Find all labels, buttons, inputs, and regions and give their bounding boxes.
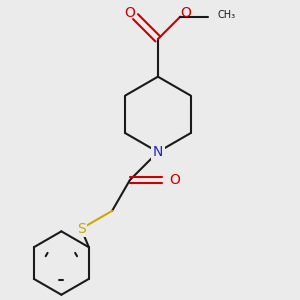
Text: O: O [169, 173, 180, 187]
Text: O: O [180, 6, 191, 20]
Text: N: N [153, 145, 163, 159]
Text: O: O [124, 6, 135, 20]
Text: S: S [77, 222, 85, 236]
Text: CH₃: CH₃ [218, 10, 236, 20]
